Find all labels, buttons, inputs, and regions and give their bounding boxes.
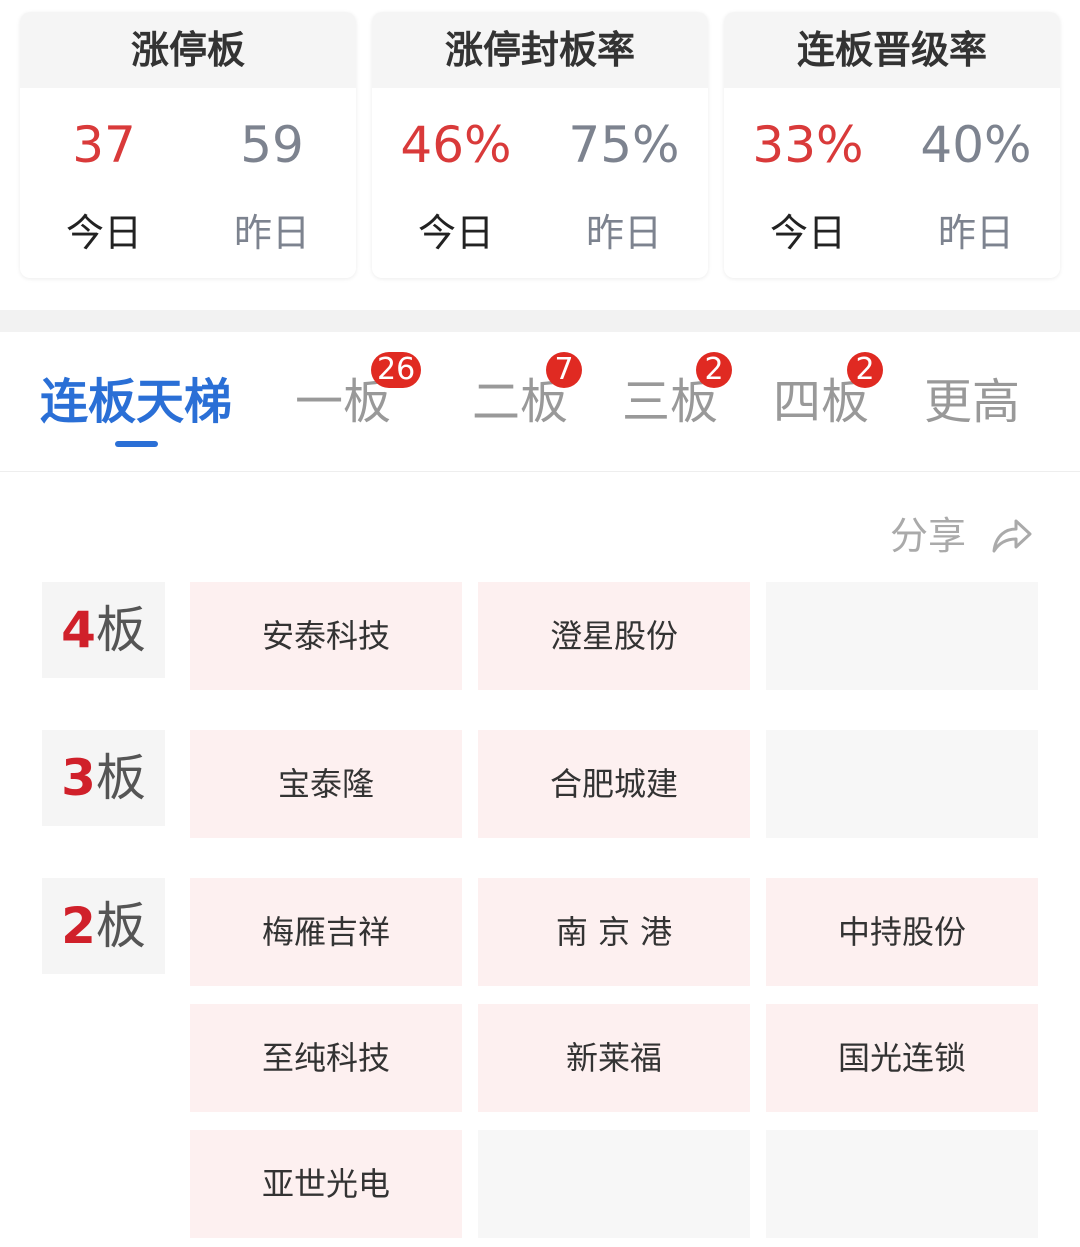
stock-cell[interactable]: 新莱福 [478,1004,750,1112]
tab-label: 更高 [924,374,1021,430]
share-icon [992,519,1032,553]
tab-count-badge: 7 [546,352,582,388]
empty-cell [766,1130,1038,1238]
tab-2[interactable]: 二板 7 [472,352,582,432]
stock-cell[interactable]: 澄星股份 [478,582,750,690]
tab-1[interactable]: 一板 26 [295,352,422,432]
share-button[interactable]: 分享 [890,505,1034,560]
tab-4[interactable]: 四板 2 [773,352,883,432]
yesterday-label: 昨日 [585,211,662,255]
today-label: 今日 [417,211,494,255]
level-unit: 板 [95,601,146,659]
stat-title: 连板晋级率 [724,12,1060,88]
tab-label: 连板天梯 [40,374,233,430]
tab-count-badge: 2 [847,352,883,388]
stat-card: 连板晋级率 33% 40% 今日 昨日 [724,12,1060,278]
stock-cell[interactable]: 中持股份 [766,878,1038,986]
share-label: 分享 [890,514,967,558]
level-label: 4板 [42,582,165,678]
stock-cell[interactable]: 安泰科技 [190,582,462,690]
level-label: 2板 [42,878,165,974]
today-value: 33% [752,116,864,174]
divider [0,471,1080,472]
yesterday-value: 59 [240,116,304,174]
tab-3[interactable]: 三板 2 [622,352,732,432]
today-value: 46% [400,116,512,174]
stock-cell[interactable]: 国光连锁 [766,1004,1038,1112]
level-number: 4 [61,601,96,659]
tab-label: 一板 [295,374,392,430]
level-label: 3板 [42,730,165,826]
tab-count-badge: 2 [696,352,732,388]
level-number: 2 [61,897,96,955]
level-unit: 板 [95,897,146,955]
today-label: 今日 [65,211,142,255]
today-value: 37 [72,116,136,174]
section-separator [0,310,1080,332]
empty-cell [478,1130,750,1238]
stock-cell[interactable]: 梅雁吉祥 [190,878,462,986]
stock-cell[interactable]: 宝泰隆 [190,730,462,838]
stat-title: 涨停板 [20,12,356,88]
stat-card: 涨停板 37 59 今日 昨日 [20,12,356,278]
stat-card: 涨停封板率 46% 75% 今日 昨日 [372,12,708,278]
stock-cell[interactable]: 亚世光电 [190,1130,462,1238]
empty-cell [766,582,1038,690]
level-number: 3 [61,749,96,807]
stat-title: 涨停封板率 [372,12,708,88]
today-label: 今日 [769,211,846,255]
tab-5[interactable]: 更高 [924,362,1020,432]
stock-cell[interactable]: 合肥城建 [478,730,750,838]
yesterday-label: 昨日 [937,211,1014,255]
yesterday-value: 75% [568,116,680,174]
stock-cell[interactable]: 至纯科技 [190,1004,462,1112]
tab-0[interactable]: 连板天梯 [40,362,232,432]
active-tab-indicator [115,441,158,447]
yesterday-value: 40% [920,116,1032,174]
stock-cell[interactable]: 南 京 港 [478,878,750,986]
tab-count-badge: 26 [371,352,422,388]
empty-cell [766,730,1038,838]
level-unit: 板 [95,749,146,807]
yesterday-label: 昨日 [233,211,310,255]
